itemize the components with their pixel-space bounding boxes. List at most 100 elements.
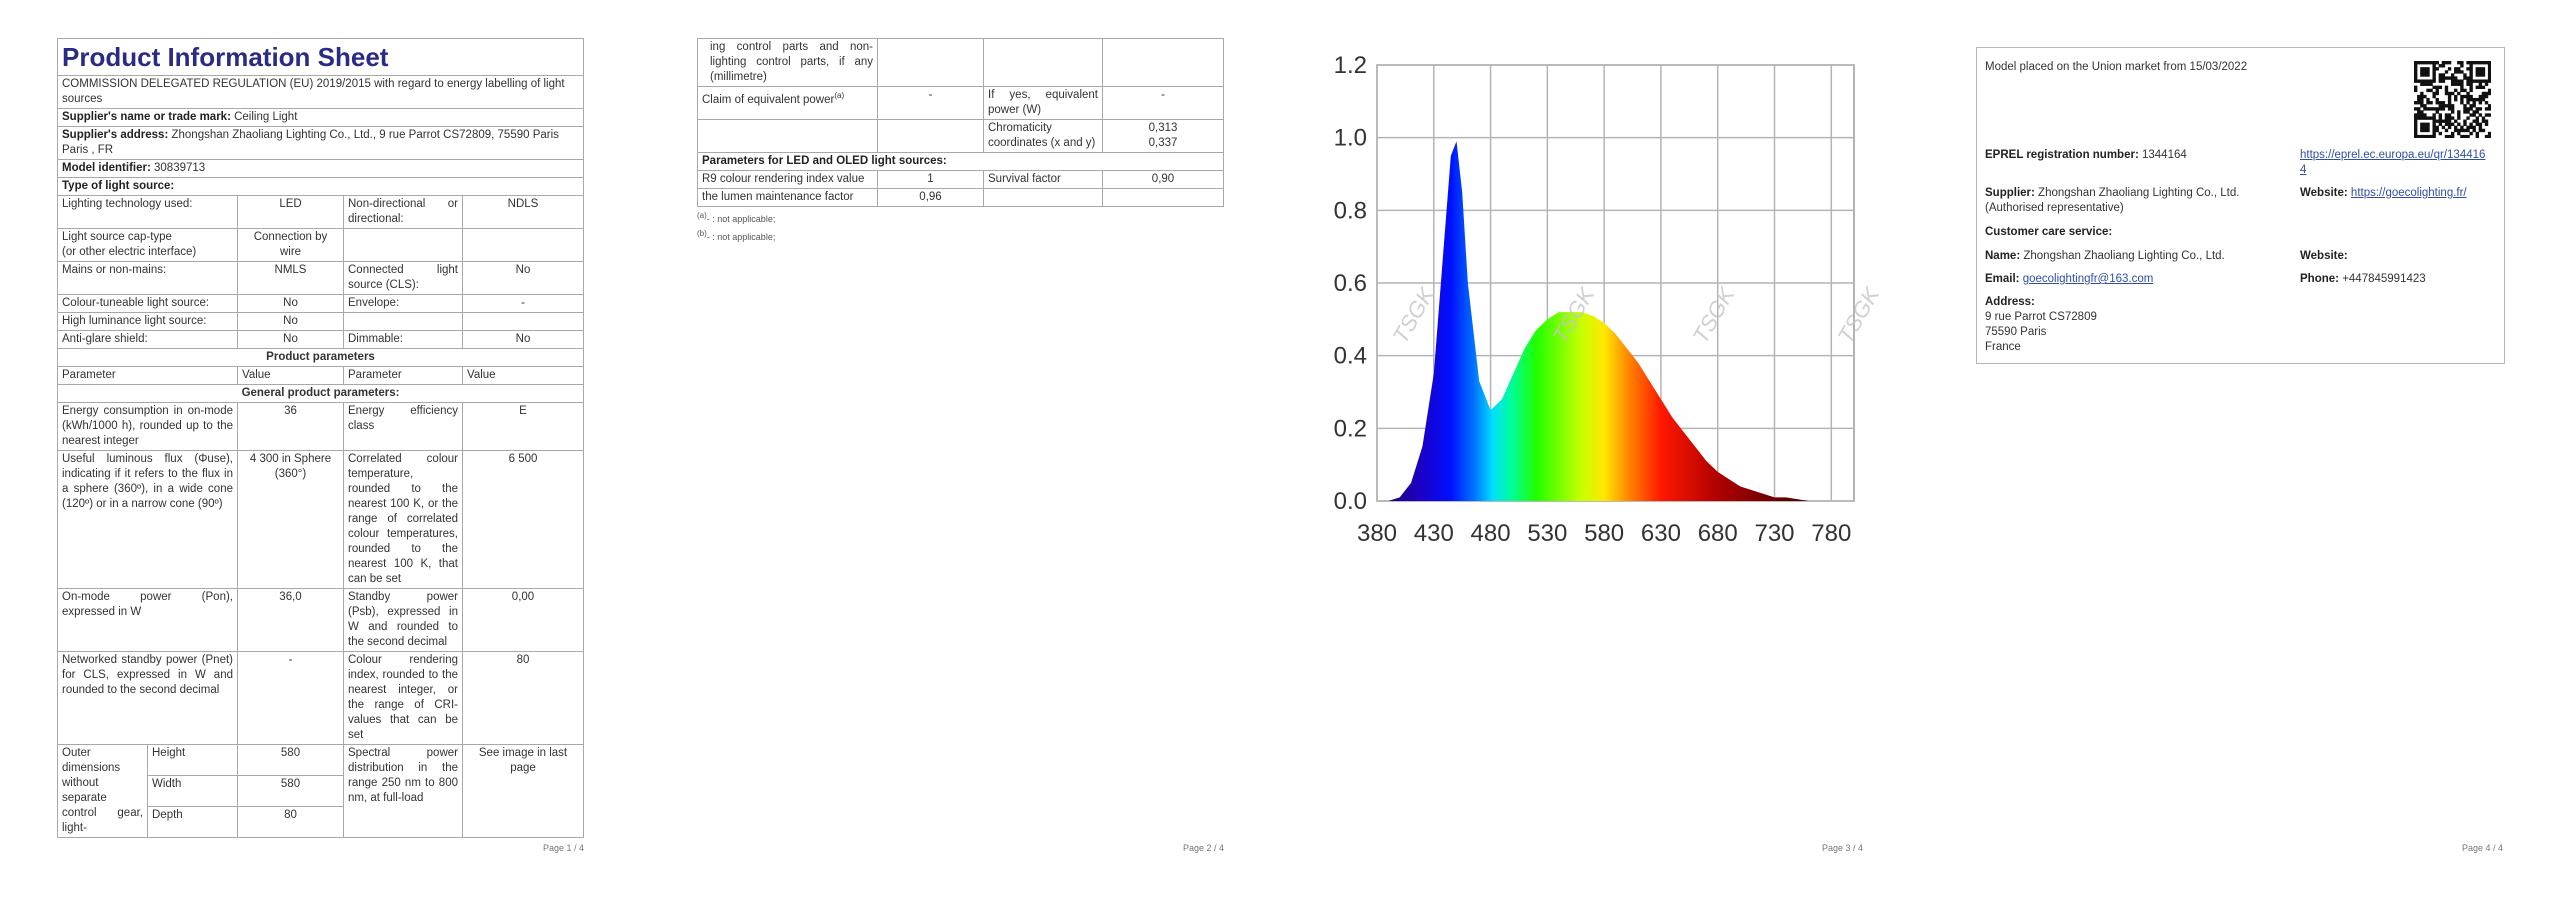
qr-module — [2426, 67, 2430, 71]
table-cell: Supplier's name or trade mark: Ceiling L… — [57, 108, 584, 127]
qr-module — [2435, 88, 2439, 93]
qr-module — [2466, 101, 2470, 105]
table-row: COMMISSION DELEGATED REGULATION (EU) 201… — [57, 75, 584, 109]
qr-module — [2423, 104, 2427, 108]
footnote: (a)- : not applicable; — [697, 207, 1224, 228]
qr-module — [2429, 134, 2433, 138]
qr-module — [2432, 119, 2436, 123]
qr-module — [2426, 128, 2430, 133]
qr-module — [2438, 73, 2443, 77]
qr-module — [2484, 61, 2489, 65]
qr-module — [2423, 125, 2427, 130]
qr-module — [2417, 110, 2421, 114]
email-link[interactable]: goecolightingfr@163.com — [2022, 273, 2154, 285]
table-row: On-mode power (Pon), expressed in W 36,0 S… — [57, 588, 584, 652]
qr-module — [2487, 131, 2491, 136]
table-cell: Colour rendering index, rounded to the n… — [343, 651, 463, 745]
qr-module — [2432, 85, 2436, 90]
qr-module — [2463, 122, 2467, 126]
qr-module — [2457, 116, 2461, 120]
qr-module — [2435, 101, 2439, 105]
qr-module — [2472, 61, 2476, 65]
table-cell — [697, 119, 878, 153]
page-footer: Page 4 / 4 — [2461, 843, 2503, 853]
table-cell: Survival factor — [983, 170, 1103, 189]
qr-module — [2420, 125, 2424, 130]
qr-module — [2472, 101, 2476, 105]
qr-module — [2478, 97, 2483, 102]
page-footer: Page 2 / 4 — [1182, 843, 1224, 853]
qr-module — [2466, 110, 2470, 114]
table-cell: Lighting technology used: — [57, 195, 238, 229]
qr-module — [2432, 64, 2436, 68]
qr-module — [2466, 125, 2470, 130]
qr-module — [2441, 64, 2446, 68]
qr-module — [2429, 116, 2433, 120]
qr-module — [2426, 107, 2430, 111]
qr-module — [2432, 73, 2436, 77]
qr-module — [2432, 91, 2436, 96]
qr-module — [2457, 128, 2461, 133]
y-tick-label: 0.2 — [1334, 415, 1367, 442]
table-row: the lumen maintenance factor 0,96 — [697, 188, 1224, 207]
qr-module — [2454, 76, 2458, 80]
qr-module — [2478, 113, 2483, 117]
qr-module — [2481, 116, 2486, 120]
qr-module — [2417, 107, 2421, 111]
qr-module — [2417, 94, 2421, 99]
qr-module — [2414, 107, 2418, 111]
footnote: (b)- : not applicable; — [697, 225, 1224, 246]
qr-module — [2420, 134, 2424, 138]
qr-module — [2484, 119, 2489, 123]
table-cell — [983, 38, 1103, 87]
qr-code — [2414, 61, 2491, 138]
qr-module — [2472, 79, 2476, 83]
qr-module — [2478, 82, 2483, 86]
table-cell: High luminance light source: — [57, 312, 238, 331]
qr-module — [2469, 94, 2473, 99]
table-cell: E — [462, 402, 584, 451]
eprel-link[interactable]: https://eprel.ec.europa.eu/qr/1344164 — [2300, 149, 2486, 176]
qr-module — [2466, 76, 2470, 80]
qr-module — [2444, 88, 2449, 93]
qr-module — [2447, 116, 2452, 120]
table-cell: 4 300 in Sphere (360°) — [237, 450, 344, 589]
table-cell: 580 — [237, 775, 344, 807]
table-cell: Type of light source: — [57, 177, 584, 196]
qr-module — [2429, 107, 2433, 111]
page-footer: Page 1 / 4 — [542, 843, 584, 853]
table-cell — [877, 119, 984, 153]
qr-module — [2441, 101, 2446, 105]
block: Website: https://goecolighting.fr/ — [2300, 186, 2500, 201]
table-cell — [462, 228, 584, 262]
qr-module — [2460, 61, 2464, 65]
qr-module — [2475, 97, 2479, 102]
qr-module — [2435, 107, 2439, 111]
superscript: (a) — [834, 91, 845, 100]
qr-module — [2450, 122, 2455, 126]
website-link[interactable]: https://goecolighting.fr/ — [2350, 187, 2467, 199]
table-cell: Outer dimensions without separate contro… — [57, 744, 148, 838]
qr-module — [2475, 67, 2479, 71]
qr-module — [2432, 76, 2436, 80]
qr-module — [2441, 61, 2446, 65]
qr-module — [2444, 134, 2449, 138]
qr-module — [2469, 61, 2473, 65]
qr-module — [2414, 101, 2418, 105]
field-label: Website: — [2300, 250, 2348, 262]
qr-module — [2469, 113, 2473, 117]
table-row: Type of light source: — [57, 177, 584, 196]
table-cell: - — [1102, 86, 1224, 120]
qr-module — [2487, 113, 2491, 117]
table-cell: 80 — [237, 806, 344, 838]
y-tick-label: 1.0 — [1334, 125, 1367, 152]
qr-module — [2435, 97, 2439, 102]
table-cell: Networked standby power (Pnet) for CLS, … — [57, 651, 238, 745]
qr-module — [2487, 64, 2491, 68]
qr-module — [2426, 79, 2430, 83]
qr-module — [2469, 88, 2473, 93]
qr-module — [2475, 70, 2479, 74]
qr-module — [2454, 82, 2458, 86]
section-heading: Type of light source: — [62, 180, 175, 192]
